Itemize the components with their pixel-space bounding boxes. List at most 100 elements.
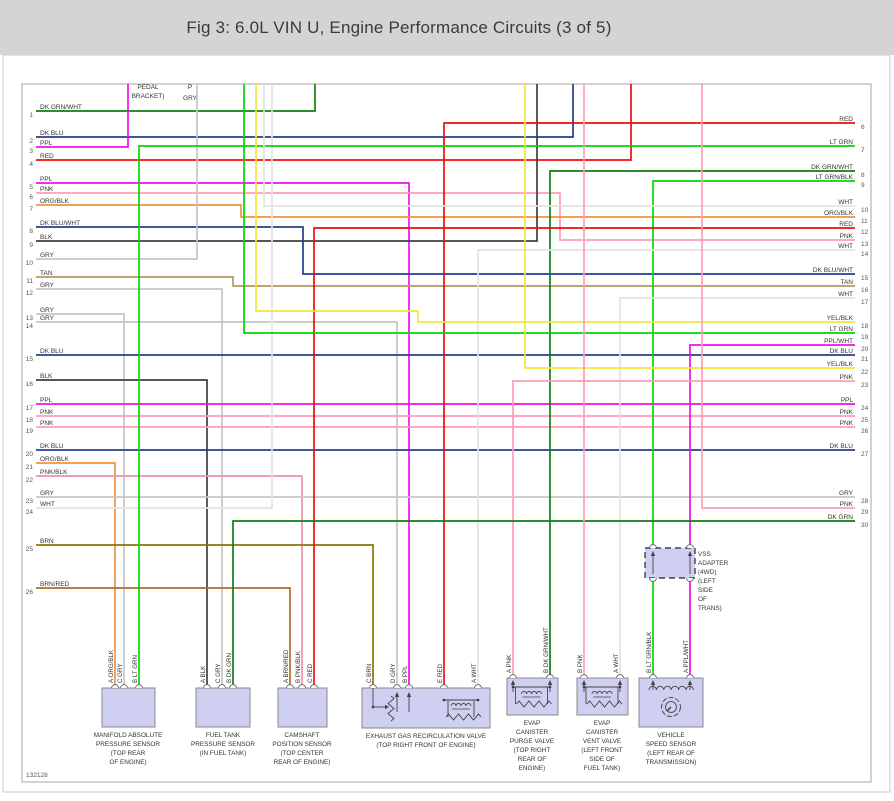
wire-pin4-red	[36, 84, 632, 161]
wire-r22-yel-blk-top	[524, 84, 855, 369]
figure-code: 132128	[26, 772, 48, 779]
right-pin-number: 20	[861, 346, 869, 353]
component-name: TRANSMISSION)	[646, 759, 697, 766]
vss-adapter-label: (4WD)	[698, 569, 716, 576]
wire-r30-dk-grn-fuel-b	[232, 520, 855, 688]
left-pin-label: ORG/BLK	[40, 198, 70, 205]
component-box-egr-valve	[361, 687, 491, 729]
left-pin-label: PNK/BLK	[40, 469, 68, 476]
component-name: (IN FUEL TANK)	[200, 750, 247, 757]
component-name: (TOP CENTER	[280, 750, 323, 757]
component-pin-label: B LT GRN	[132, 655, 139, 683]
wire-pin8-dk-blu-wht-to-15	[36, 226, 855, 275]
wire-r12-red-cam-c	[313, 227, 855, 688]
component-camshaft-position-sensor	[277, 684, 328, 728]
component-name: REAR OF ENGINE)	[274, 759, 331, 766]
right-pin-number: 18	[861, 323, 869, 330]
figure-title: Fig 3: 6.0L VIN U, Engine Performance Ci…	[186, 17, 612, 37]
left-pin-label: WHT	[40, 501, 55, 508]
wire-r17-wht-vent-a	[619, 297, 855, 678]
component-box-fuel-tank-pressure-sensor	[195, 687, 251, 728]
right-pin-label: WHT	[838, 199, 853, 206]
top-component-pin-letter: P	[188, 84, 192, 91]
vss-adapter-label: ADAPTER	[698, 560, 729, 567]
right-pin-number: 9	[861, 182, 865, 189]
arrow-head	[581, 680, 587, 685]
component-pin-label: A BLK	[200, 665, 207, 683]
component-name: EVAP	[594, 720, 611, 727]
pin-arc	[546, 674, 554, 679]
component-name: (TOP REAR	[111, 750, 146, 757]
pin-arc	[286, 684, 294, 689]
left-pin-number: 9	[29, 242, 33, 249]
right-pin-number: 26	[861, 428, 869, 435]
component-name: (LEFT FRONT	[581, 747, 623, 754]
component-name: ENGINE)	[519, 765, 546, 772]
top-component-label: PEDAL	[137, 84, 159, 91]
wires-group	[36, 84, 855, 688]
pin-arc	[120, 684, 128, 689]
component-name: EVAP	[524, 720, 541, 727]
component-pin-label: A PNK	[506, 654, 513, 673]
component-name: VENT VALVE	[583, 738, 621, 745]
component-vss-adapter	[644, 544, 696, 582]
right-pin-number: 6	[861, 124, 865, 131]
component-evap-canister-purge-valve	[506, 674, 559, 716]
right-pin-label: RED	[839, 221, 853, 228]
right-pin-label: WHT	[838, 291, 853, 298]
wire-r7-lt-grn-map-b	[138, 145, 855, 688]
right-pin-number: 7	[861, 147, 865, 154]
component-pin-label: C RED	[307, 663, 314, 683]
wire-pin12-gry-fuel-c	[36, 288, 223, 688]
wire-pin3-ppl	[36, 84, 129, 148]
right-pin-number: 15	[861, 275, 869, 282]
right-pin-number: 30	[861, 522, 869, 529]
left-pin-label: RED	[40, 153, 54, 160]
diagram-frame	[21, 83, 872, 783]
component-pin-label: A ORG/BLK	[108, 649, 115, 683]
wire-pin13-gry-map-c	[36, 313, 125, 688]
right-pin-label: ORG/BLK	[824, 210, 854, 217]
left-pin-label: ORG/BLK	[40, 456, 70, 463]
right-pin-number: 13	[861, 241, 869, 248]
sol-coil	[591, 691, 613, 695]
right-pin-label: LT GRN	[830, 326, 854, 333]
component-pin-label: C GRY	[117, 664, 124, 683]
left-pin-label: BRN	[40, 538, 54, 545]
right-pin-number: 14	[861, 251, 869, 258]
component-name: SIDE OF	[589, 756, 615, 763]
component-pin-label: A WHT	[613, 653, 620, 673]
left-pin-label: GRY	[40, 282, 55, 289]
component-pin-label: B DK GRN/WHT	[543, 627, 550, 673]
wire-r23-pnk-purge-a	[512, 380, 855, 678]
left-pin-number: 8	[29, 228, 33, 235]
right-pin-number: 27	[861, 451, 869, 458]
right-pin-number: 28	[861, 498, 869, 505]
right-pin-number: 11	[861, 218, 868, 225]
right-pin-label: DK BLU/WHT	[813, 267, 853, 274]
component-name: CAMSHAFT	[284, 732, 319, 739]
wire-pin24-wht-top	[36, 84, 273, 509]
right-pin-number: 29	[861, 509, 869, 516]
vss-adapter-label: SIDE	[698, 587, 713, 594]
component-pin-label: B PNK/BLK	[295, 650, 302, 683]
vss-adapter-label: TRANS)	[698, 605, 722, 612]
vss-adapter-label: (LEFT	[698, 578, 716, 585]
left-pin-number: 22	[26, 477, 34, 484]
left-pin-label: DK BLU	[40, 443, 64, 450]
top-component-label: BRACKET)	[132, 93, 165, 100]
right-pin-label: GRY	[839, 490, 854, 497]
arrow-head	[547, 680, 553, 685]
right-pin-label: PPL	[841, 397, 854, 404]
component-fuel-tank-pressure-sensor	[195, 684, 251, 728]
right-pin-label: PNK	[840, 233, 854, 240]
sol-resistor	[586, 700, 623, 708]
component-pin-label: C GRY	[215, 664, 222, 683]
left-pin-number: 12	[26, 290, 34, 297]
right-pin-number: 17	[861, 299, 869, 306]
right-pin-label: DK GRN	[828, 514, 854, 521]
right-pin-label: PNK	[840, 374, 854, 381]
left-pin-label: PNK	[40, 409, 54, 416]
component-name: FUEL TANK)	[584, 765, 620, 772]
